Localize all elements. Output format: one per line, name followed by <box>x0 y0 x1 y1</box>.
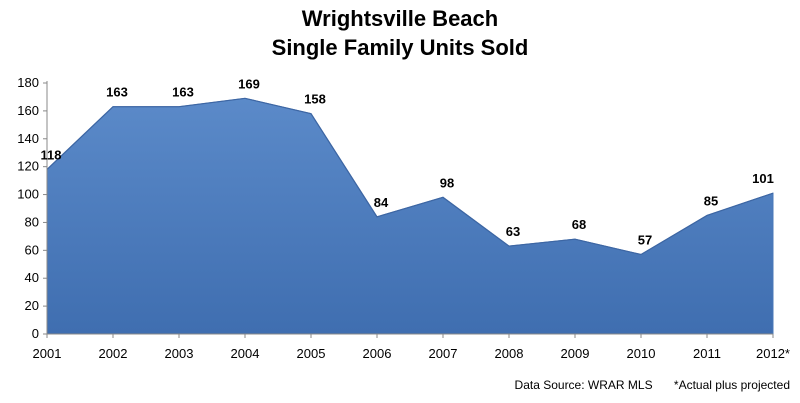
area-series-edge <box>46 97 774 256</box>
x-tick-label: 2009 <box>561 346 590 361</box>
x-tick-label: 2012* <box>756 346 790 361</box>
x-tick-label: 2004 <box>231 346 260 361</box>
data-label: 98 <box>440 175 454 190</box>
data-source-note: Data Source: WRAR MLS <box>514 378 653 392</box>
data-label: 118 <box>41 147 62 162</box>
data-label: 68 <box>572 217 586 232</box>
data-label: 57 <box>638 233 652 248</box>
data-label: 163 <box>172 85 194 100</box>
y-tick-label: 0 <box>32 326 39 341</box>
x-tick-label: 2005 <box>297 346 326 361</box>
y-tick-label: 120 <box>17 159 39 174</box>
data-label: 158 <box>304 92 326 107</box>
chart-title-line2: Single Family Units Sold <box>271 35 529 60</box>
chart-title: Wrightsville Beach Single Family Units S… <box>0 4 800 62</box>
x-tick-label: 2011 <box>693 346 721 361</box>
projection-note: *Actual plus projected <box>673 378 790 392</box>
data-label: 163 <box>106 85 128 100</box>
x-tick-label: 2010 <box>627 346 656 361</box>
data-label: 101 <box>752 171 774 186</box>
data-label: 63 <box>506 224 520 239</box>
chart-title-line1: Wrightsville Beach <box>301 6 499 31</box>
y-tick-label: 180 <box>17 75 39 90</box>
area-series-units-sold <box>46 97 774 335</box>
y-tick-label: 80 <box>25 214 39 229</box>
y-tick-label: 40 <box>25 270 39 285</box>
x-tick-label: 2006 <box>363 346 392 361</box>
data-label: 84 <box>374 195 389 210</box>
data-label: 85 <box>704 193 718 208</box>
y-tick-label: 60 <box>25 242 39 257</box>
y-tick-label: 20 <box>25 298 39 313</box>
chart-footer: Data Source: WRAR MLS *Actual plus proje… <box>0 378 790 392</box>
x-tick-label: 2007 <box>429 346 458 361</box>
x-tick-label: 2003 <box>165 346 194 361</box>
y-tick-label: 160 <box>17 103 39 118</box>
data-label: 169 <box>238 76 260 91</box>
x-tick-label: 2008 <box>495 346 524 361</box>
x-tick-label: 2001 <box>33 346 62 361</box>
y-tick-label: 100 <box>17 187 39 202</box>
y-tick-label: 140 <box>17 131 39 146</box>
x-tick-label: 2002 <box>99 346 128 361</box>
